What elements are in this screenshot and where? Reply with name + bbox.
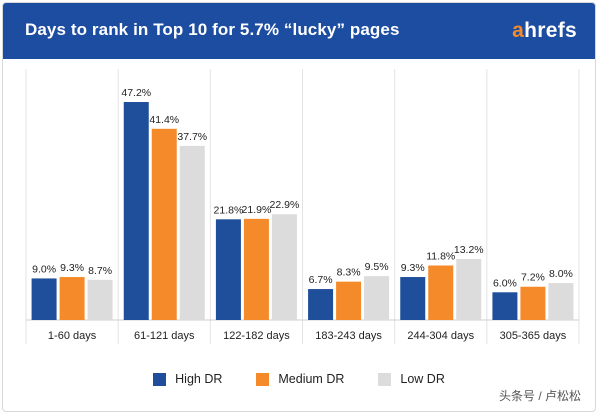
bar-medium-dr	[520, 286, 546, 320]
category-label: 122-182 days	[223, 330, 290, 342]
bar-medium-dr	[151, 128, 177, 320]
bar-high-dr	[123, 102, 149, 320]
bar-medium-dr	[428, 265, 454, 320]
bar-value-label: 22.9%	[270, 199, 300, 211]
bar-value-label: 41.4%	[149, 114, 179, 126]
bar-value-label: 13.2%	[454, 244, 484, 256]
bar-value-label: 9.5%	[365, 261, 389, 273]
category-label: 305-365 days	[500, 330, 567, 342]
category-label: 183-243 days	[315, 330, 382, 342]
bar-low-dr	[87, 279, 113, 320]
bar-high-dr	[215, 219, 241, 320]
bar-high-dr	[492, 292, 518, 320]
bar-value-label: 6.0%	[493, 277, 517, 289]
bar-value-label: 9.3%	[60, 262, 84, 274]
category-label: 61-121 days	[134, 330, 195, 342]
bar-value-label: 47.2%	[121, 87, 151, 99]
bar-value-label: 21.9%	[242, 204, 272, 216]
legend-swatch-medium	[256, 372, 270, 386]
legend-label-high: High DR	[175, 372, 223, 386]
legend-item-low-dr: Low DR	[378, 369, 445, 389]
category-label: 244-304 days	[407, 330, 474, 342]
chart-title: Days to rank in Top 10 for 5.7% “lucky” …	[25, 20, 400, 39]
bar-value-label: 8.7%	[88, 265, 112, 277]
bar-high-dr	[400, 277, 426, 320]
bar-value-label: 6.7%	[309, 274, 333, 286]
bar-medium-dr	[336, 281, 362, 320]
bar-high-dr	[308, 289, 334, 320]
bar-value-label: 9.0%	[32, 263, 56, 275]
bar-medium-dr	[243, 218, 269, 320]
legend-swatch-high	[153, 372, 167, 386]
bar-high-dr	[31, 278, 57, 320]
bar-value-label: 8.0%	[549, 268, 573, 280]
bar-low-dr	[179, 145, 205, 320]
bar-value-label: 21.8%	[214, 204, 244, 216]
bar-low-dr	[364, 276, 390, 320]
bar-value-label: 7.2%	[521, 272, 545, 284]
legend-item-high-dr: High DR	[153, 369, 222, 389]
ahrefs-logo: ahrefs	[512, 19, 577, 42]
bar-low-dr	[271, 214, 297, 320]
legend-label-medium: Medium DR	[278, 372, 345, 386]
bar-value-label: 9.3%	[401, 262, 425, 274]
chart-card: Days to rank in Top 10 for 5.7% “lucky” …	[2, 2, 596, 412]
bar-medium-dr	[59, 277, 85, 320]
legend-label-low: Low DR	[400, 372, 445, 386]
chart-header: Days to rank in Top 10 for 5.7% “lucky” …	[3, 3, 595, 59]
bar-low-dr	[456, 259, 482, 320]
bar-value-label: 11.8%	[426, 251, 455, 263]
bar-value-label: 37.7%	[177, 131, 207, 143]
legend-item-medium-dr: Medium DR	[256, 369, 344, 389]
category-label: 1-60 days	[48, 330, 97, 342]
bar-low-dr	[548, 283, 574, 320]
legend-swatch-low	[378, 372, 392, 386]
bar-chart: 9.0% 9.3% 8.7% 1-60 days 47.2% 41.4% 37.7% 61-1…	[25, 69, 580, 344]
legend: High DR Medium DR Low DR	[3, 369, 595, 389]
watermark: 头条号 / 卢松松	[498, 389, 581, 403]
bar-value-label: 8.3%	[337, 267, 361, 279]
